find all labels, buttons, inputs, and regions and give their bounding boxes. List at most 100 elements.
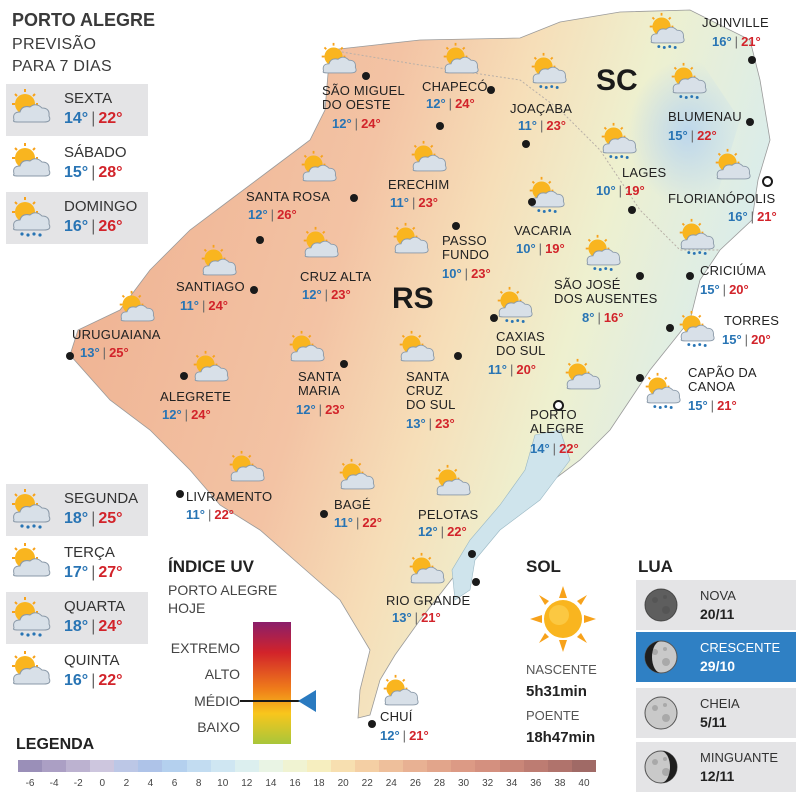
city-min-temp: 13° bbox=[80, 345, 100, 360]
sun-cloud-rain-icon bbox=[642, 372, 684, 412]
city-name: PORTO ALEGRE bbox=[530, 407, 584, 436]
legend-tick-label: 26 bbox=[409, 778, 421, 789]
city-temps: 8° | 16° bbox=[582, 310, 624, 325]
temp-separator: | bbox=[91, 510, 96, 527]
day-card-terça: TERÇA 17° | 27° bbox=[6, 538, 148, 590]
city-name: CRICIÚMA bbox=[700, 263, 766, 278]
city-location-marker bbox=[66, 352, 74, 360]
sun-cloud-rain-icon bbox=[8, 488, 54, 532]
city-min-temp: 11° bbox=[390, 195, 409, 210]
city-max-temp: 22° bbox=[214, 507, 235, 522]
temp-separator: | bbox=[552, 441, 557, 456]
day-name: QUARTA bbox=[64, 598, 126, 615]
partly-cloudy-icon bbox=[390, 222, 432, 262]
city-min-temp: 14° bbox=[530, 441, 550, 456]
legend-swatch bbox=[234, 760, 259, 772]
moon-crescente-icon bbox=[644, 640, 678, 674]
sun-cloud-rain-icon bbox=[528, 52, 570, 92]
city-temps: 15° | 21° bbox=[688, 398, 737, 413]
legend-swatch bbox=[162, 760, 187, 772]
legend-tick-label: 28 bbox=[433, 778, 446, 789]
city-min-temp: 12° bbox=[302, 287, 322, 302]
temp-separator: | bbox=[414, 610, 419, 625]
legend-swatch bbox=[427, 760, 452, 772]
city-min-temp: 11° bbox=[186, 507, 205, 522]
city-min-temp: 16° bbox=[728, 209, 748, 224]
partly-cloudy-icon bbox=[8, 650, 54, 694]
temp-separator: | bbox=[91, 672, 96, 689]
city-temps: 12° | 24° bbox=[426, 96, 475, 111]
temp-separator: | bbox=[744, 332, 749, 347]
sun-cloud-rain-icon bbox=[646, 12, 688, 52]
city-name: JOINVILLE bbox=[702, 15, 769, 30]
legend-tick-label: 4 bbox=[147, 778, 154, 789]
temperature-legend-bar bbox=[18, 760, 596, 772]
sun-icon bbox=[530, 586, 596, 652]
city-temps: 13° | 25° bbox=[80, 345, 129, 360]
city-temps: 12° | 23° bbox=[302, 287, 351, 302]
city-location-marker bbox=[553, 400, 564, 411]
legend-tick-label: 0 bbox=[99, 778, 106, 789]
city-location-marker bbox=[762, 176, 773, 187]
city-min-temp: 11° bbox=[518, 118, 537, 133]
day-card-quarta: QUARTA 18° | 24° bbox=[6, 592, 148, 644]
partly-cloudy-icon bbox=[712, 148, 754, 188]
moon-phase-date: 29/10 bbox=[700, 658, 736, 674]
legend-swatch bbox=[475, 760, 500, 772]
city-temps: 16° | 21° bbox=[728, 209, 777, 224]
moon-phase-date: 5/11 bbox=[700, 714, 727, 730]
temp-separator: | bbox=[184, 407, 189, 422]
partly-cloudy-icon bbox=[406, 552, 448, 592]
legend-tick-label: 38 bbox=[554, 778, 566, 789]
city-min-temp: 15° bbox=[700, 282, 720, 297]
city-min-temp: 16° bbox=[712, 34, 732, 49]
city-location-marker bbox=[487, 86, 495, 94]
sun-cloud-rain-icon bbox=[676, 310, 718, 350]
city-temps: 12° | 23° bbox=[296, 402, 345, 417]
city-name: SANTA ROSA bbox=[246, 189, 331, 204]
day-min-temp: 16° bbox=[64, 218, 89, 235]
legend-swatch bbox=[547, 760, 572, 772]
legend-swatch bbox=[571, 760, 596, 772]
city-location-marker bbox=[748, 56, 756, 64]
legend-tick-label: -6 bbox=[25, 778, 35, 789]
day-min-temp: 18° bbox=[64, 618, 89, 635]
sun-cloud-rain-icon bbox=[668, 62, 710, 102]
city-location-marker bbox=[522, 140, 530, 148]
temp-separator: | bbox=[324, 287, 329, 302]
city-name: ALEGRETE bbox=[160, 389, 231, 404]
city-name: SANTA CRUZ DO SUL bbox=[406, 369, 456, 412]
city-location-marker bbox=[636, 272, 644, 280]
city-name: LAGES bbox=[622, 165, 667, 180]
page-title: PORTO ALEGRE bbox=[12, 10, 156, 30]
moon-phase-date: 12/11 bbox=[700, 768, 735, 784]
legend-tick-label: -4 bbox=[49, 778, 59, 789]
city-temps: 16° | 21° bbox=[712, 34, 761, 49]
partly-cloudy-icon bbox=[116, 290, 158, 330]
uv-title: ÍNDICE UV bbox=[168, 557, 254, 576]
day-min-temp: 18° bbox=[64, 510, 89, 527]
city-name: ERECHIM bbox=[388, 177, 450, 192]
moon-phase-cheia: CHEIA 5/11 bbox=[636, 688, 796, 738]
city-name: CRUZ ALTA bbox=[300, 269, 372, 284]
temp-separator: | bbox=[539, 118, 544, 133]
city-temps: 15° | 20° bbox=[722, 332, 771, 347]
moon-minguante-icon bbox=[644, 750, 678, 784]
city-min-temp: 12° bbox=[248, 207, 268, 222]
temp-separator: | bbox=[91, 618, 96, 635]
city-name: PELOTAS bbox=[418, 507, 479, 522]
lagoon bbox=[451, 429, 571, 601]
city-max-temp: 21° bbox=[409, 728, 429, 743]
city-max-temp: 19° bbox=[545, 241, 565, 256]
moon-phase-nova: NOVA 20/11 bbox=[636, 580, 796, 630]
city-location-marker bbox=[180, 372, 188, 380]
city-max-temp: 20° bbox=[729, 282, 749, 297]
legend-swatch bbox=[355, 760, 380, 772]
city-location-marker bbox=[628, 206, 636, 214]
partly-cloudy-icon bbox=[440, 42, 482, 82]
state-label-rs: RS bbox=[392, 282, 434, 315]
city-max-temp: 23° bbox=[331, 287, 351, 302]
city-max-temp: 24° bbox=[361, 116, 381, 131]
sun-title: SOL bbox=[526, 557, 561, 576]
day-temps: 15° | 28° bbox=[64, 164, 123, 182]
